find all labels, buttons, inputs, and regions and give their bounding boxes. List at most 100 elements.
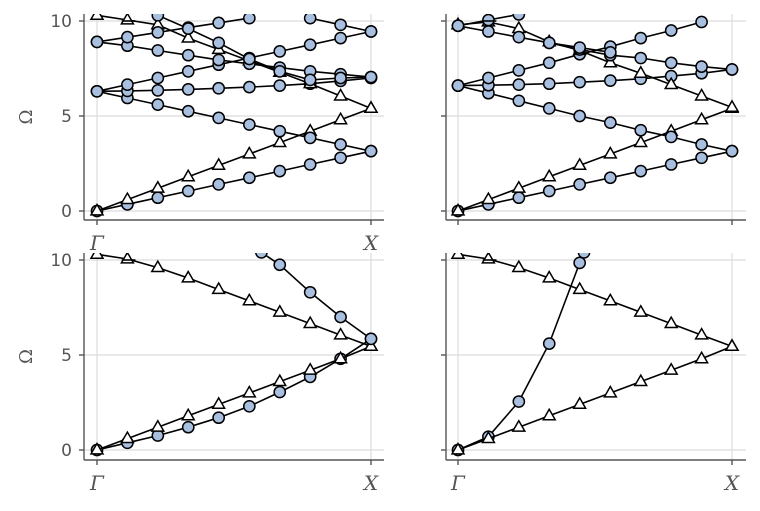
- data-point-circle: [634, 31, 648, 45]
- data-point-circle: [273, 79, 287, 92]
- series-line: [457, 84, 733, 152]
- data-point-circle: [482, 25, 495, 38]
- data-point-circle: [242, 171, 256, 185]
- x-tick-label: X: [362, 231, 379, 255]
- data-point-circle: [181, 83, 195, 96]
- data-point-triangle: [511, 259, 527, 273]
- data-point-triangle: [211, 396, 226, 410]
- data-point-triangle: [150, 259, 166, 273]
- data-point-circle: [303, 14, 317, 25]
- series-line: [96, 150, 372, 212]
- series-line: [457, 107, 733, 212]
- data-point-triangle: [694, 350, 709, 364]
- y-tick-label: 0: [61, 202, 72, 222]
- data-point-circle: [542, 36, 556, 50]
- data-point-triangle: [511, 180, 527, 193]
- data-point-triangle: [181, 30, 196, 43]
- data-point-circle: [242, 14, 256, 25]
- data-point-circle: [334, 138, 347, 151]
- data-point-triangle: [694, 87, 709, 101]
- data-point-triangle: [542, 269, 557, 283]
- data-point-circle: [212, 53, 226, 67]
- data-point-circle: [121, 30, 134, 44]
- data-point-circle: [242, 399, 256, 413]
- data-point-circle: [695, 151, 708, 165]
- data-point-circle: [573, 75, 587, 89]
- data-point-circle: [273, 258, 287, 272]
- data-point-triangle: [603, 384, 618, 398]
- data-point-circle: [634, 123, 648, 137]
- data-point-triangle: [272, 134, 287, 148]
- y-tick-label: 10: [50, 251, 72, 271]
- data-point-triangle: [603, 145, 618, 159]
- data-point-circle: [542, 337, 556, 350]
- data-point-triangle: [542, 168, 557, 182]
- data-point-circle: [664, 24, 678, 37]
- data-point-circle: [212, 36, 226, 50]
- data-point-triangle: [511, 419, 527, 432]
- data-point-triangle: [481, 191, 496, 205]
- data-point-circle: [634, 51, 648, 65]
- data-point-triangle: [603, 292, 618, 306]
- x-tick-label: Γ: [89, 231, 105, 255]
- data-point-circle: [181, 420, 195, 434]
- data-point-circle: [725, 144, 739, 158]
- data-point-circle: [603, 171, 617, 185]
- data-point-triangle: [302, 315, 318, 329]
- data-point-circle: [151, 44, 165, 57]
- data-point-triangle: [724, 99, 740, 113]
- data-point-circle: [334, 31, 347, 45]
- data-point-triangle: [572, 281, 587, 295]
- data-point-triangle: [663, 315, 679, 329]
- data-point-triangle: [363, 100, 379, 114]
- data-point-circle: [242, 52, 256, 66]
- panel-top-right: [441, 14, 746, 225]
- data-point-circle: [482, 14, 495, 27]
- data-point-circle: [212, 81, 226, 95]
- data-point-circle: [181, 48, 195, 62]
- data-point-circle: [577, 253, 591, 259]
- data-point-circle: [664, 158, 678, 171]
- panel-top-left: 0 5 10 Γ X Ω: [16, 12, 384, 255]
- data-point-triangle: [333, 87, 348, 101]
- data-point-circle: [242, 80, 256, 94]
- data-point-triangle: [633, 373, 648, 387]
- data-point-circle: [90, 84, 104, 98]
- data-point-circle: [512, 64, 526, 77]
- data-point-triangle: [333, 327, 348, 340]
- data-point-triangle: [89, 253, 105, 259]
- data-point-circle: [573, 178, 587, 191]
- data-point-circle: [482, 71, 495, 85]
- data-point-circle: [512, 395, 526, 408]
- data-point-circle: [212, 178, 226, 191]
- data-point-triangle: [120, 191, 135, 205]
- series-line: [457, 345, 733, 451]
- data-point-circle: [695, 138, 708, 151]
- data-point-circle: [273, 65, 287, 78]
- data-point-triangle: [450, 253, 466, 259]
- data-point-circle: [212, 411, 226, 425]
- data-point-triangle: [663, 362, 679, 375]
- data-point-circle: [273, 164, 287, 178]
- data-point-triangle: [272, 304, 287, 317]
- plot-area: [89, 253, 379, 457]
- data-point-triangle: [150, 419, 166, 432]
- data-point-circle: [695, 15, 708, 29]
- data-point-circle: [255, 253, 268, 259]
- data-point-triangle: [694, 327, 709, 340]
- data-point-circle: [334, 151, 347, 165]
- data-point-triangle: [724, 338, 740, 352]
- y-axis-label: Ω: [16, 110, 37, 125]
- data-point-triangle: [211, 281, 226, 295]
- data-point-triangle: [450, 441, 466, 455]
- data-point-triangle: [89, 441, 105, 455]
- data-point-triangle: [633, 134, 648, 148]
- series-line: [96, 345, 372, 451]
- data-point-circle: [151, 84, 165, 97]
- data-point-circle: [364, 332, 378, 346]
- data-point-triangle: [572, 396, 587, 410]
- data-point-circle: [451, 79, 465, 92]
- series-line: [457, 21, 733, 109]
- series-line: [96, 90, 372, 152]
